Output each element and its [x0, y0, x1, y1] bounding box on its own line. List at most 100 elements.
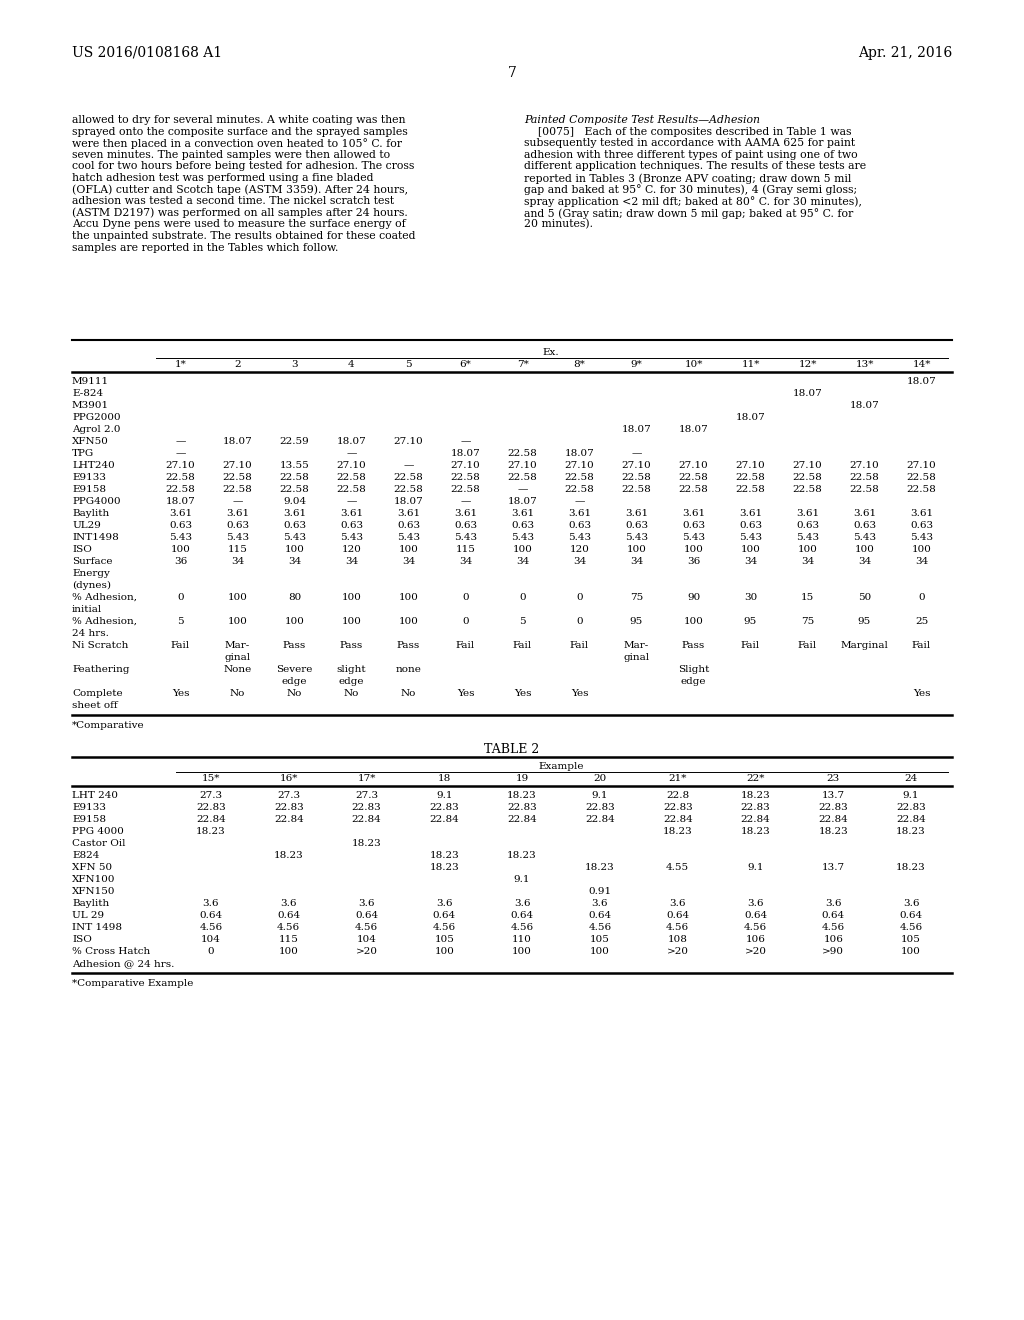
- Text: 3.6: 3.6: [825, 899, 842, 908]
- Text: 5.43: 5.43: [682, 533, 706, 543]
- Text: 7*: 7*: [517, 360, 528, 370]
- Text: 22.58: 22.58: [337, 484, 367, 494]
- Text: 22.58: 22.58: [622, 484, 651, 494]
- Text: 27.10: 27.10: [679, 461, 709, 470]
- Text: 4.56: 4.56: [821, 923, 845, 932]
- Text: 0.63: 0.63: [283, 521, 306, 531]
- Text: 22.58: 22.58: [222, 484, 252, 494]
- Text: Slight: Slight: [678, 665, 710, 675]
- Text: 0.64: 0.64: [355, 911, 378, 920]
- Text: Yes: Yes: [514, 689, 531, 698]
- Text: 22.58: 22.58: [280, 473, 309, 482]
- Text: 34: 34: [630, 557, 643, 566]
- Text: 120: 120: [342, 545, 361, 554]
- Text: 34: 34: [516, 557, 529, 566]
- Text: 3: 3: [291, 360, 298, 370]
- Text: 22.58: 22.58: [166, 473, 196, 482]
- Text: —: —: [232, 498, 243, 506]
- Text: 34: 34: [401, 557, 415, 566]
- Text: 0.63: 0.63: [625, 521, 648, 531]
- Text: 22.84: 22.84: [429, 814, 459, 824]
- Text: adhesion was tested a second time. The nickel scratch test: adhesion was tested a second time. The n…: [72, 197, 394, 206]
- Text: 19: 19: [515, 774, 528, 783]
- Text: 24 hrs.: 24 hrs.: [72, 630, 109, 638]
- Text: Fail: Fail: [456, 642, 475, 649]
- Text: 115: 115: [227, 545, 248, 554]
- Text: Yes: Yes: [912, 689, 930, 698]
- Text: 27.10: 27.10: [850, 461, 880, 470]
- Text: 22.58: 22.58: [222, 473, 252, 482]
- Text: Example: Example: [539, 762, 584, 771]
- Text: 34: 34: [459, 557, 472, 566]
- Text: 100: 100: [627, 545, 646, 554]
- Text: spray application <2 mil dft; baked at 80° C. for 30 minutes),: spray application <2 mil dft; baked at 8…: [524, 197, 862, 207]
- Text: ginal: ginal: [224, 653, 251, 663]
- Text: Marginal: Marginal: [841, 642, 889, 649]
- Text: Pass: Pass: [397, 642, 420, 649]
- Text: 27.10: 27.10: [393, 437, 423, 446]
- Text: 27.10: 27.10: [793, 461, 822, 470]
- Text: 0.63: 0.63: [511, 521, 535, 531]
- Text: Pass: Pass: [283, 642, 306, 649]
- Text: 17*: 17*: [357, 774, 376, 783]
- Text: 22.83: 22.83: [585, 803, 614, 812]
- Text: 34: 34: [230, 557, 244, 566]
- Text: 22.84: 22.84: [196, 814, 225, 824]
- Text: 22.58: 22.58: [850, 473, 880, 482]
- Text: 106: 106: [823, 935, 843, 944]
- Text: —: —: [632, 449, 642, 458]
- Text: ISO: ISO: [72, 935, 92, 944]
- Text: Apr. 21, 2016: Apr. 21, 2016: [858, 46, 952, 59]
- Text: 100: 100: [901, 946, 921, 956]
- Text: 4.56: 4.56: [200, 923, 222, 932]
- Text: 100: 100: [513, 545, 532, 554]
- Text: 18.23: 18.23: [740, 828, 770, 836]
- Text: 22.84: 22.84: [585, 814, 614, 824]
- Text: >20: >20: [667, 946, 689, 956]
- Text: 22.58: 22.58: [451, 473, 480, 482]
- Text: 100: 100: [398, 593, 419, 602]
- Text: the unpainted substrate. The results obtained for these coated: the unpainted substrate. The results obt…: [72, 231, 416, 242]
- Text: 13.7: 13.7: [821, 863, 845, 873]
- Text: edge: edge: [339, 677, 365, 686]
- Text: 5.43: 5.43: [169, 533, 193, 543]
- Text: 22.58: 22.58: [679, 484, 709, 494]
- Text: No: No: [400, 689, 416, 698]
- Text: 9.1: 9.1: [436, 791, 453, 800]
- Text: 80: 80: [288, 593, 301, 602]
- Text: INT1498: INT1498: [72, 533, 119, 543]
- Text: 3.6: 3.6: [514, 899, 530, 908]
- Text: 18: 18: [437, 774, 451, 783]
- Text: 15*: 15*: [202, 774, 220, 783]
- Text: 0: 0: [208, 946, 214, 956]
- Text: 120: 120: [569, 545, 590, 554]
- Text: 15: 15: [801, 593, 814, 602]
- Text: 0.64: 0.64: [744, 911, 767, 920]
- Text: 106: 106: [745, 935, 765, 944]
- Text: 3.61: 3.61: [910, 510, 933, 517]
- Text: 22.58: 22.58: [793, 473, 822, 482]
- Text: edge: edge: [282, 677, 307, 686]
- Text: 27.10: 27.10: [906, 461, 936, 470]
- Text: sheet off: sheet off: [72, 701, 118, 710]
- Text: 4.56: 4.56: [899, 923, 923, 932]
- Text: Complete: Complete: [72, 689, 123, 698]
- Text: 9*: 9*: [631, 360, 642, 370]
- Text: 3.61: 3.61: [796, 510, 819, 517]
- Text: allowed to dry for several minutes. A white coating was then: allowed to dry for several minutes. A wh…: [72, 115, 406, 125]
- Text: —: —: [175, 449, 185, 458]
- Text: 22.83: 22.83: [273, 803, 303, 812]
- Text: 9.1: 9.1: [903, 791, 920, 800]
- Text: 3.61: 3.61: [169, 510, 193, 517]
- Text: 18.07: 18.07: [393, 498, 423, 506]
- Text: 5: 5: [406, 360, 412, 370]
- Text: ginal: ginal: [624, 653, 649, 663]
- Text: 3.61: 3.61: [340, 510, 364, 517]
- Text: adhesion with three different types of paint using one of two: adhesion with three different types of p…: [524, 149, 858, 160]
- Text: 3.61: 3.61: [454, 510, 477, 517]
- Text: Baylith: Baylith: [72, 899, 110, 908]
- Text: 34: 34: [858, 557, 871, 566]
- Text: 3.61: 3.61: [226, 510, 249, 517]
- Text: —: —: [461, 498, 471, 506]
- Text: 22.84: 22.84: [273, 814, 303, 824]
